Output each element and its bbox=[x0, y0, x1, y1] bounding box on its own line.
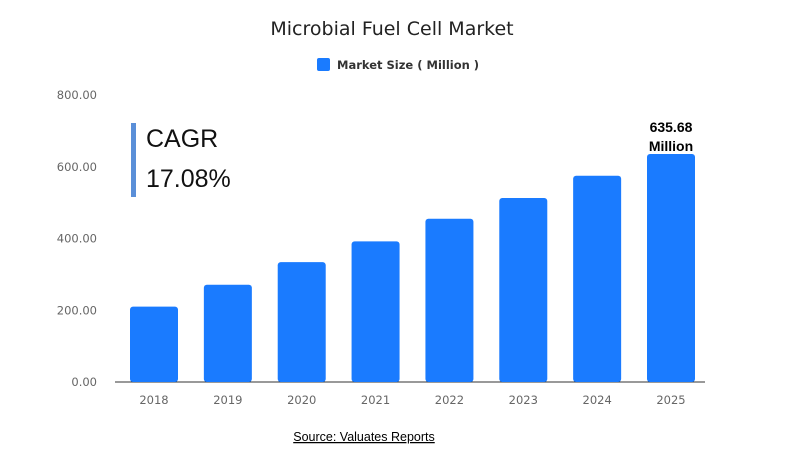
y-tick-label: 800.00 bbox=[57, 88, 97, 102]
x-tick-label: 2023 bbox=[509, 393, 538, 407]
legend: Market Size ( Million ) bbox=[317, 58, 479, 72]
y-tick-label: 200.00 bbox=[57, 303, 97, 317]
y-tick-label: 0.00 bbox=[71, 375, 97, 389]
x-tick-label: 2025 bbox=[656, 393, 685, 407]
bar bbox=[277, 262, 326, 382]
last-value-callout: 635.68 Million bbox=[649, 119, 693, 154]
bar bbox=[351, 241, 400, 382]
bar bbox=[647, 153, 695, 382]
callout-value: 635.68 bbox=[650, 119, 693, 135]
bar bbox=[130, 306, 178, 382]
bar bbox=[573, 175, 622, 382]
cagr-accent-bar bbox=[131, 123, 136, 197]
cagr-annotation: CAGR 17.08% bbox=[131, 123, 231, 197]
bar bbox=[425, 218, 474, 382]
cagr-label: CAGR bbox=[146, 125, 218, 153]
callout-unit: Million bbox=[649, 138, 693, 154]
x-tick-label: 2020 bbox=[287, 393, 316, 407]
bars bbox=[130, 153, 695, 382]
legend-swatch bbox=[317, 58, 330, 71]
x-tick-label: 2021 bbox=[361, 393, 390, 407]
bar bbox=[203, 284, 252, 382]
cagr-value: 17.08% bbox=[146, 165, 231, 193]
y-tick-label: 600.00 bbox=[57, 160, 97, 174]
y-tick-label: 400.00 bbox=[57, 232, 97, 246]
x-tick-label: 2022 bbox=[435, 393, 464, 407]
x-tick-label: 2024 bbox=[583, 393, 612, 407]
chart-title: Microbial Fuel Cell Market bbox=[270, 18, 513, 40]
source-note[interactable]: Source: Valuates Reports bbox=[293, 430, 435, 444]
bar bbox=[499, 197, 548, 382]
legend-label: Market Size ( Million ) bbox=[337, 58, 479, 72]
x-tick-label: 2019 bbox=[213, 393, 242, 407]
y-axis-ticks: 0.00 200.00 400.00 600.00 800.00 bbox=[57, 88, 97, 389]
x-tick-label: 2018 bbox=[139, 393, 168, 407]
x-axis-ticks: 2018 2019 2020 2021 2022 2023 2024 2025 bbox=[139, 393, 685, 407]
